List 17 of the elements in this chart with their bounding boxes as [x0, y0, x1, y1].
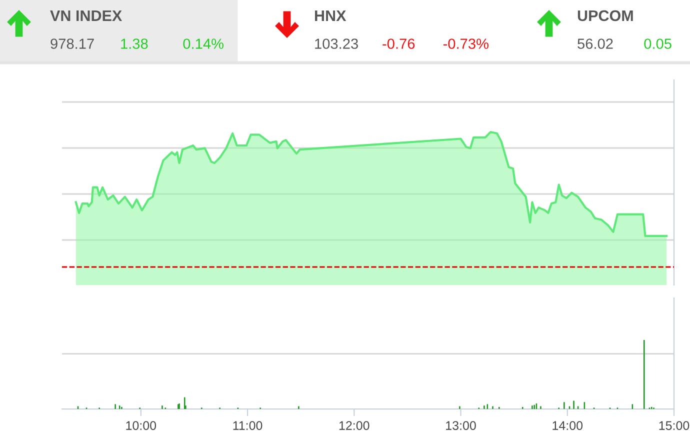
x-tick-label: 10:00: [126, 421, 156, 430]
text: UPCOM: [578, 10, 633, 22]
text: VN INDEX: [50, 10, 122, 21]
x-tick-label: 15:00: [659, 421, 690, 430]
x-tick-label: 14:00: [552, 421, 583, 430]
text: 0.14%: [183, 38, 224, 49]
text: -0.76: [382, 38, 415, 49]
text: HNX: [315, 10, 346, 21]
text: -0.73%: [443, 38, 488, 49]
text: 56.02: [578, 38, 613, 49]
text: 1.38: [121, 38, 148, 49]
text: 978.17: [50, 38, 94, 49]
text: 0.05: [644, 38, 672, 49]
x-tick-label: 12:00: [339, 421, 370, 430]
text: 103.23: [315, 38, 358, 49]
x-tick-label: 13:00: [446, 421, 476, 430]
x-tick-label: 11:00: [233, 421, 262, 430]
